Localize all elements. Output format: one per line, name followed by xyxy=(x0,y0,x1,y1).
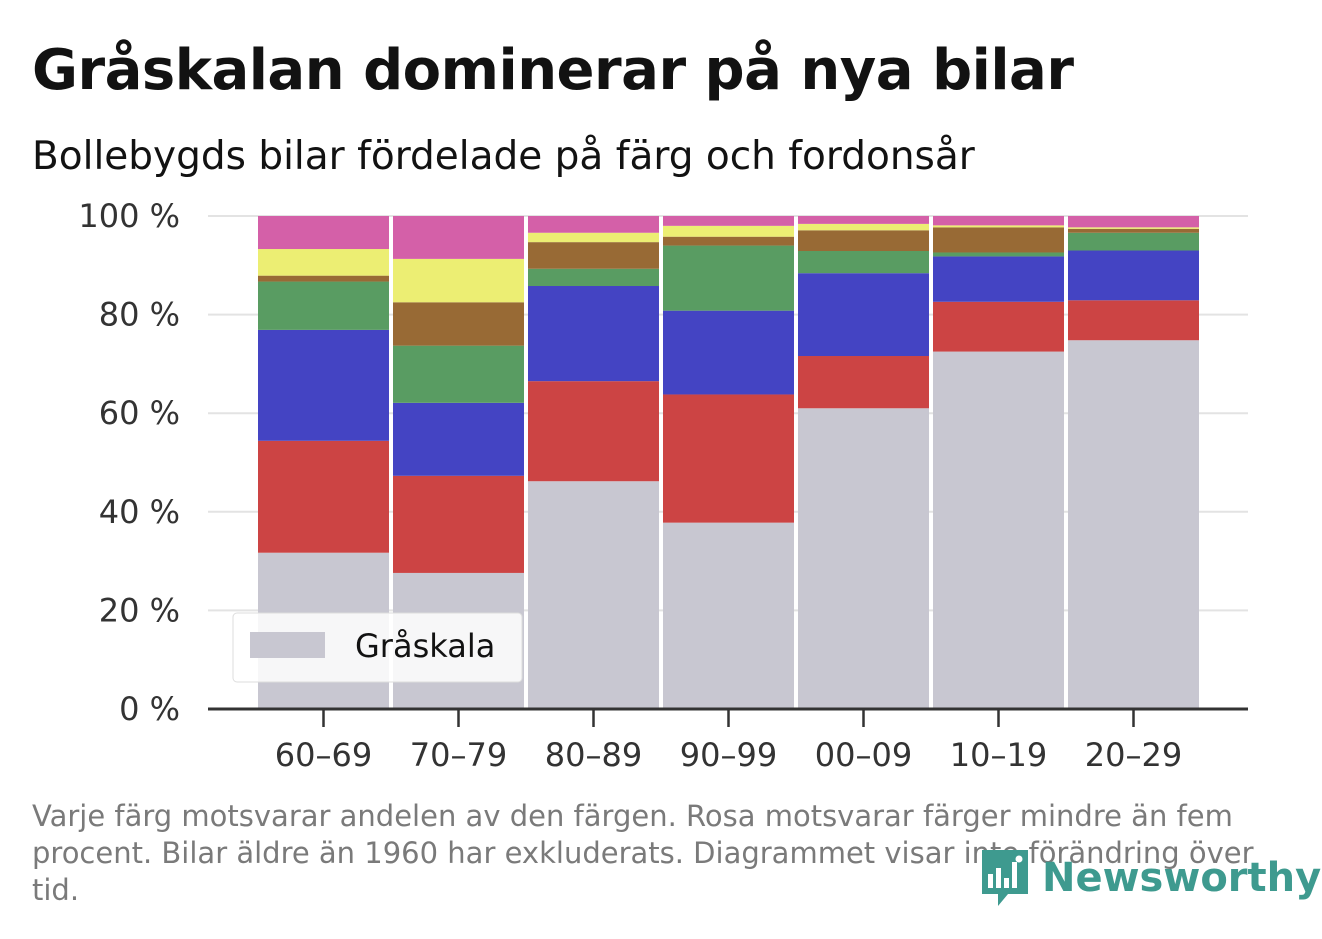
bar-segment[interactable] xyxy=(258,216,389,250)
bar-segment[interactable] xyxy=(798,408,929,709)
bar-segment[interactable] xyxy=(393,475,524,573)
y-tick-label: 80 % xyxy=(99,296,180,334)
bar-segment[interactable] xyxy=(1068,216,1199,228)
x-tick-label: 70–79 xyxy=(410,736,507,774)
bar-segment[interactable] xyxy=(528,268,659,287)
bar-segment[interactable] xyxy=(258,329,389,441)
y-tick-label: 100 % xyxy=(78,197,180,235)
bar-segment[interactable] xyxy=(798,223,929,231)
bar-segment[interactable] xyxy=(393,345,524,403)
y-tick-label: 60 % xyxy=(99,394,180,432)
bar-segment[interactable] xyxy=(1068,227,1199,229)
bar-segment[interactable] xyxy=(528,242,659,269)
bar-segment[interactable] xyxy=(933,301,1064,352)
chart-title: Gråskalan dominerar på nya bilar xyxy=(32,38,1074,103)
bar-segment[interactable] xyxy=(798,251,929,274)
bar-segment[interactable] xyxy=(663,310,794,395)
x-tick-label: 10–19 xyxy=(950,736,1047,774)
newsworthy-logo-icon xyxy=(982,850,1028,906)
bar-segment[interactable] xyxy=(393,402,524,476)
bar-segment[interactable] xyxy=(528,232,659,243)
bar-segment[interactable] xyxy=(1068,228,1199,233)
bar-segment[interactable] xyxy=(933,351,1064,709)
bar-segment[interactable] xyxy=(1068,300,1199,341)
y-tick-label: 0 % xyxy=(119,690,180,728)
bar-segment[interactable] xyxy=(663,245,794,311)
bar-segment[interactable] xyxy=(933,256,1064,302)
bar-segment[interactable] xyxy=(663,236,794,246)
bar-segment[interactable] xyxy=(1068,250,1199,301)
brand-name: Newsworthy xyxy=(1042,855,1322,901)
x-tick-label: 90–99 xyxy=(680,736,777,774)
bar-segment[interactable] xyxy=(933,216,1064,226)
y-tick-label: 40 % xyxy=(99,493,180,531)
chart-subtitle: Bollebygds bilar fördelade på färg och f… xyxy=(32,134,975,179)
newsworthy-brand[interactable]: Newsworthy xyxy=(980,848,1321,908)
bar-segment[interactable] xyxy=(258,249,389,276)
bar-segment[interactable] xyxy=(528,481,659,709)
bar-segment[interactable] xyxy=(528,286,659,382)
bar-segment[interactable] xyxy=(393,258,524,303)
bar-segment[interactable] xyxy=(528,216,659,233)
x-tick-label: 20–29 xyxy=(1085,736,1182,774)
bar-segment[interactable] xyxy=(663,394,794,523)
bar-segment[interactable] xyxy=(933,252,1064,257)
footnote: Varje färg motsvarar andelen av den färg… xyxy=(32,799,1254,907)
bar-segment[interactable] xyxy=(258,275,389,282)
bar-segment[interactable] xyxy=(1068,232,1199,251)
bar-segment[interactable] xyxy=(663,216,794,226)
x-tick-label: 80–89 xyxy=(545,736,642,774)
x-tick-label: 00–09 xyxy=(815,736,912,774)
bar-segment[interactable] xyxy=(258,440,389,553)
stacked-bar-chart: 0 % 20 % 40 % 60 % 80 % 100 % 60–69 70–79 80–89 9… xyxy=(78,197,1248,774)
y-tick-label: 20 % xyxy=(99,591,180,629)
bar-segment[interactable] xyxy=(663,522,794,709)
legend-label: Gråskala xyxy=(355,627,495,665)
x-tick-label: 60–69 xyxy=(275,736,372,774)
bar-segment[interactable] xyxy=(798,230,929,252)
bar-segment[interactable] xyxy=(798,356,929,409)
bar-segment[interactable] xyxy=(393,216,524,259)
bar-segment[interactable] xyxy=(528,381,659,482)
bar-segment[interactable] xyxy=(663,225,794,237)
bar-segment[interactable] xyxy=(798,216,929,224)
bar-segment[interactable] xyxy=(393,302,524,346)
bar-segment[interactable] xyxy=(258,281,389,330)
legend-box xyxy=(232,612,523,683)
bar-segment[interactable] xyxy=(1068,340,1199,709)
bar-segment[interactable] xyxy=(798,273,929,357)
legend-swatch xyxy=(250,632,325,658)
bar-segment[interactable] xyxy=(933,225,1064,228)
bar-segment[interactable] xyxy=(933,227,1064,253)
